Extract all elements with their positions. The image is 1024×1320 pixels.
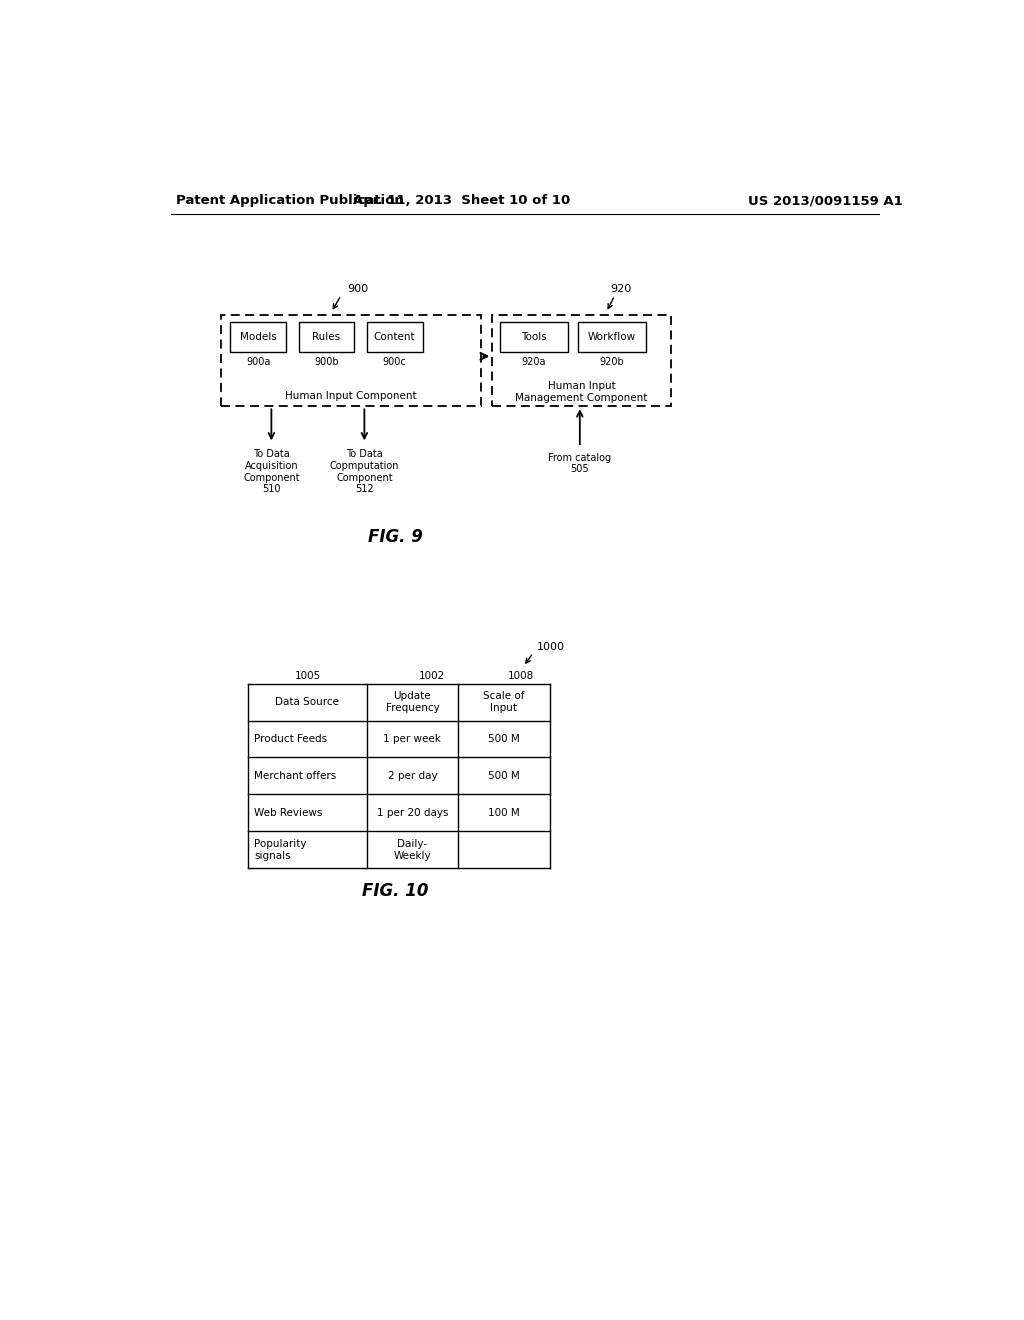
Text: To Data
Acquisition
Component
510: To Data Acquisition Component 510 xyxy=(243,449,300,494)
Text: Update
Frequency: Update Frequency xyxy=(386,692,439,713)
Text: 920b: 920b xyxy=(599,358,624,367)
Text: 900a: 900a xyxy=(246,358,270,367)
Text: Human Input
Management Component: Human Input Management Component xyxy=(515,381,647,403)
Bar xyxy=(299,322,354,352)
Text: Human Input Component: Human Input Component xyxy=(285,391,417,401)
Bar xyxy=(221,314,480,405)
Text: Content: Content xyxy=(374,333,416,342)
Text: FIG. 9: FIG. 9 xyxy=(368,528,423,546)
Bar xyxy=(230,322,286,352)
Text: Workflow: Workflow xyxy=(588,333,636,342)
Text: 920: 920 xyxy=(610,284,632,294)
Text: Web Reviews: Web Reviews xyxy=(254,808,323,818)
Text: US 2013/0091159 A1: US 2013/0091159 A1 xyxy=(749,194,903,207)
Text: Product Feeds: Product Feeds xyxy=(254,734,328,744)
Text: Models: Models xyxy=(240,333,276,342)
Text: 900c: 900c xyxy=(383,358,407,367)
Text: Patent Application Publication: Patent Application Publication xyxy=(176,194,403,207)
Text: Merchant offers: Merchant offers xyxy=(254,771,337,781)
Text: 500 M: 500 M xyxy=(488,734,520,744)
Text: 900: 900 xyxy=(347,284,369,294)
Bar xyxy=(578,322,646,352)
Bar xyxy=(367,322,423,352)
Bar xyxy=(493,314,671,405)
Text: FIG. 10: FIG. 10 xyxy=(362,883,429,900)
Text: 2 per day: 2 per day xyxy=(388,771,437,781)
Text: Daily-
Weekly: Daily- Weekly xyxy=(393,840,431,861)
Text: 1000: 1000 xyxy=(537,642,564,652)
Text: 900b: 900b xyxy=(314,358,339,367)
Text: 920a: 920a xyxy=(522,358,547,367)
Text: 1005: 1005 xyxy=(295,671,321,681)
Text: 500 M: 500 M xyxy=(488,771,520,781)
Text: 1008: 1008 xyxy=(508,671,534,681)
Bar xyxy=(500,322,568,352)
Text: Scale of
Input: Scale of Input xyxy=(483,692,524,713)
Text: 1 per week: 1 per week xyxy=(383,734,441,744)
Text: Tools: Tools xyxy=(521,333,547,342)
Text: Data Source: Data Source xyxy=(275,697,339,708)
Text: Popularity
signals: Popularity signals xyxy=(254,840,307,861)
Text: 100 M: 100 M xyxy=(488,808,520,818)
Text: From catalog
505: From catalog 505 xyxy=(548,453,611,474)
Text: 1002: 1002 xyxy=(419,671,444,681)
Text: To Data
Copmputation
Component
512: To Data Copmputation Component 512 xyxy=(330,449,399,494)
Text: Apr. 11, 2013  Sheet 10 of 10: Apr. 11, 2013 Sheet 10 of 10 xyxy=(352,194,570,207)
Text: 1 per 20 days: 1 per 20 days xyxy=(377,808,449,818)
Text: Rules: Rules xyxy=(312,333,340,342)
